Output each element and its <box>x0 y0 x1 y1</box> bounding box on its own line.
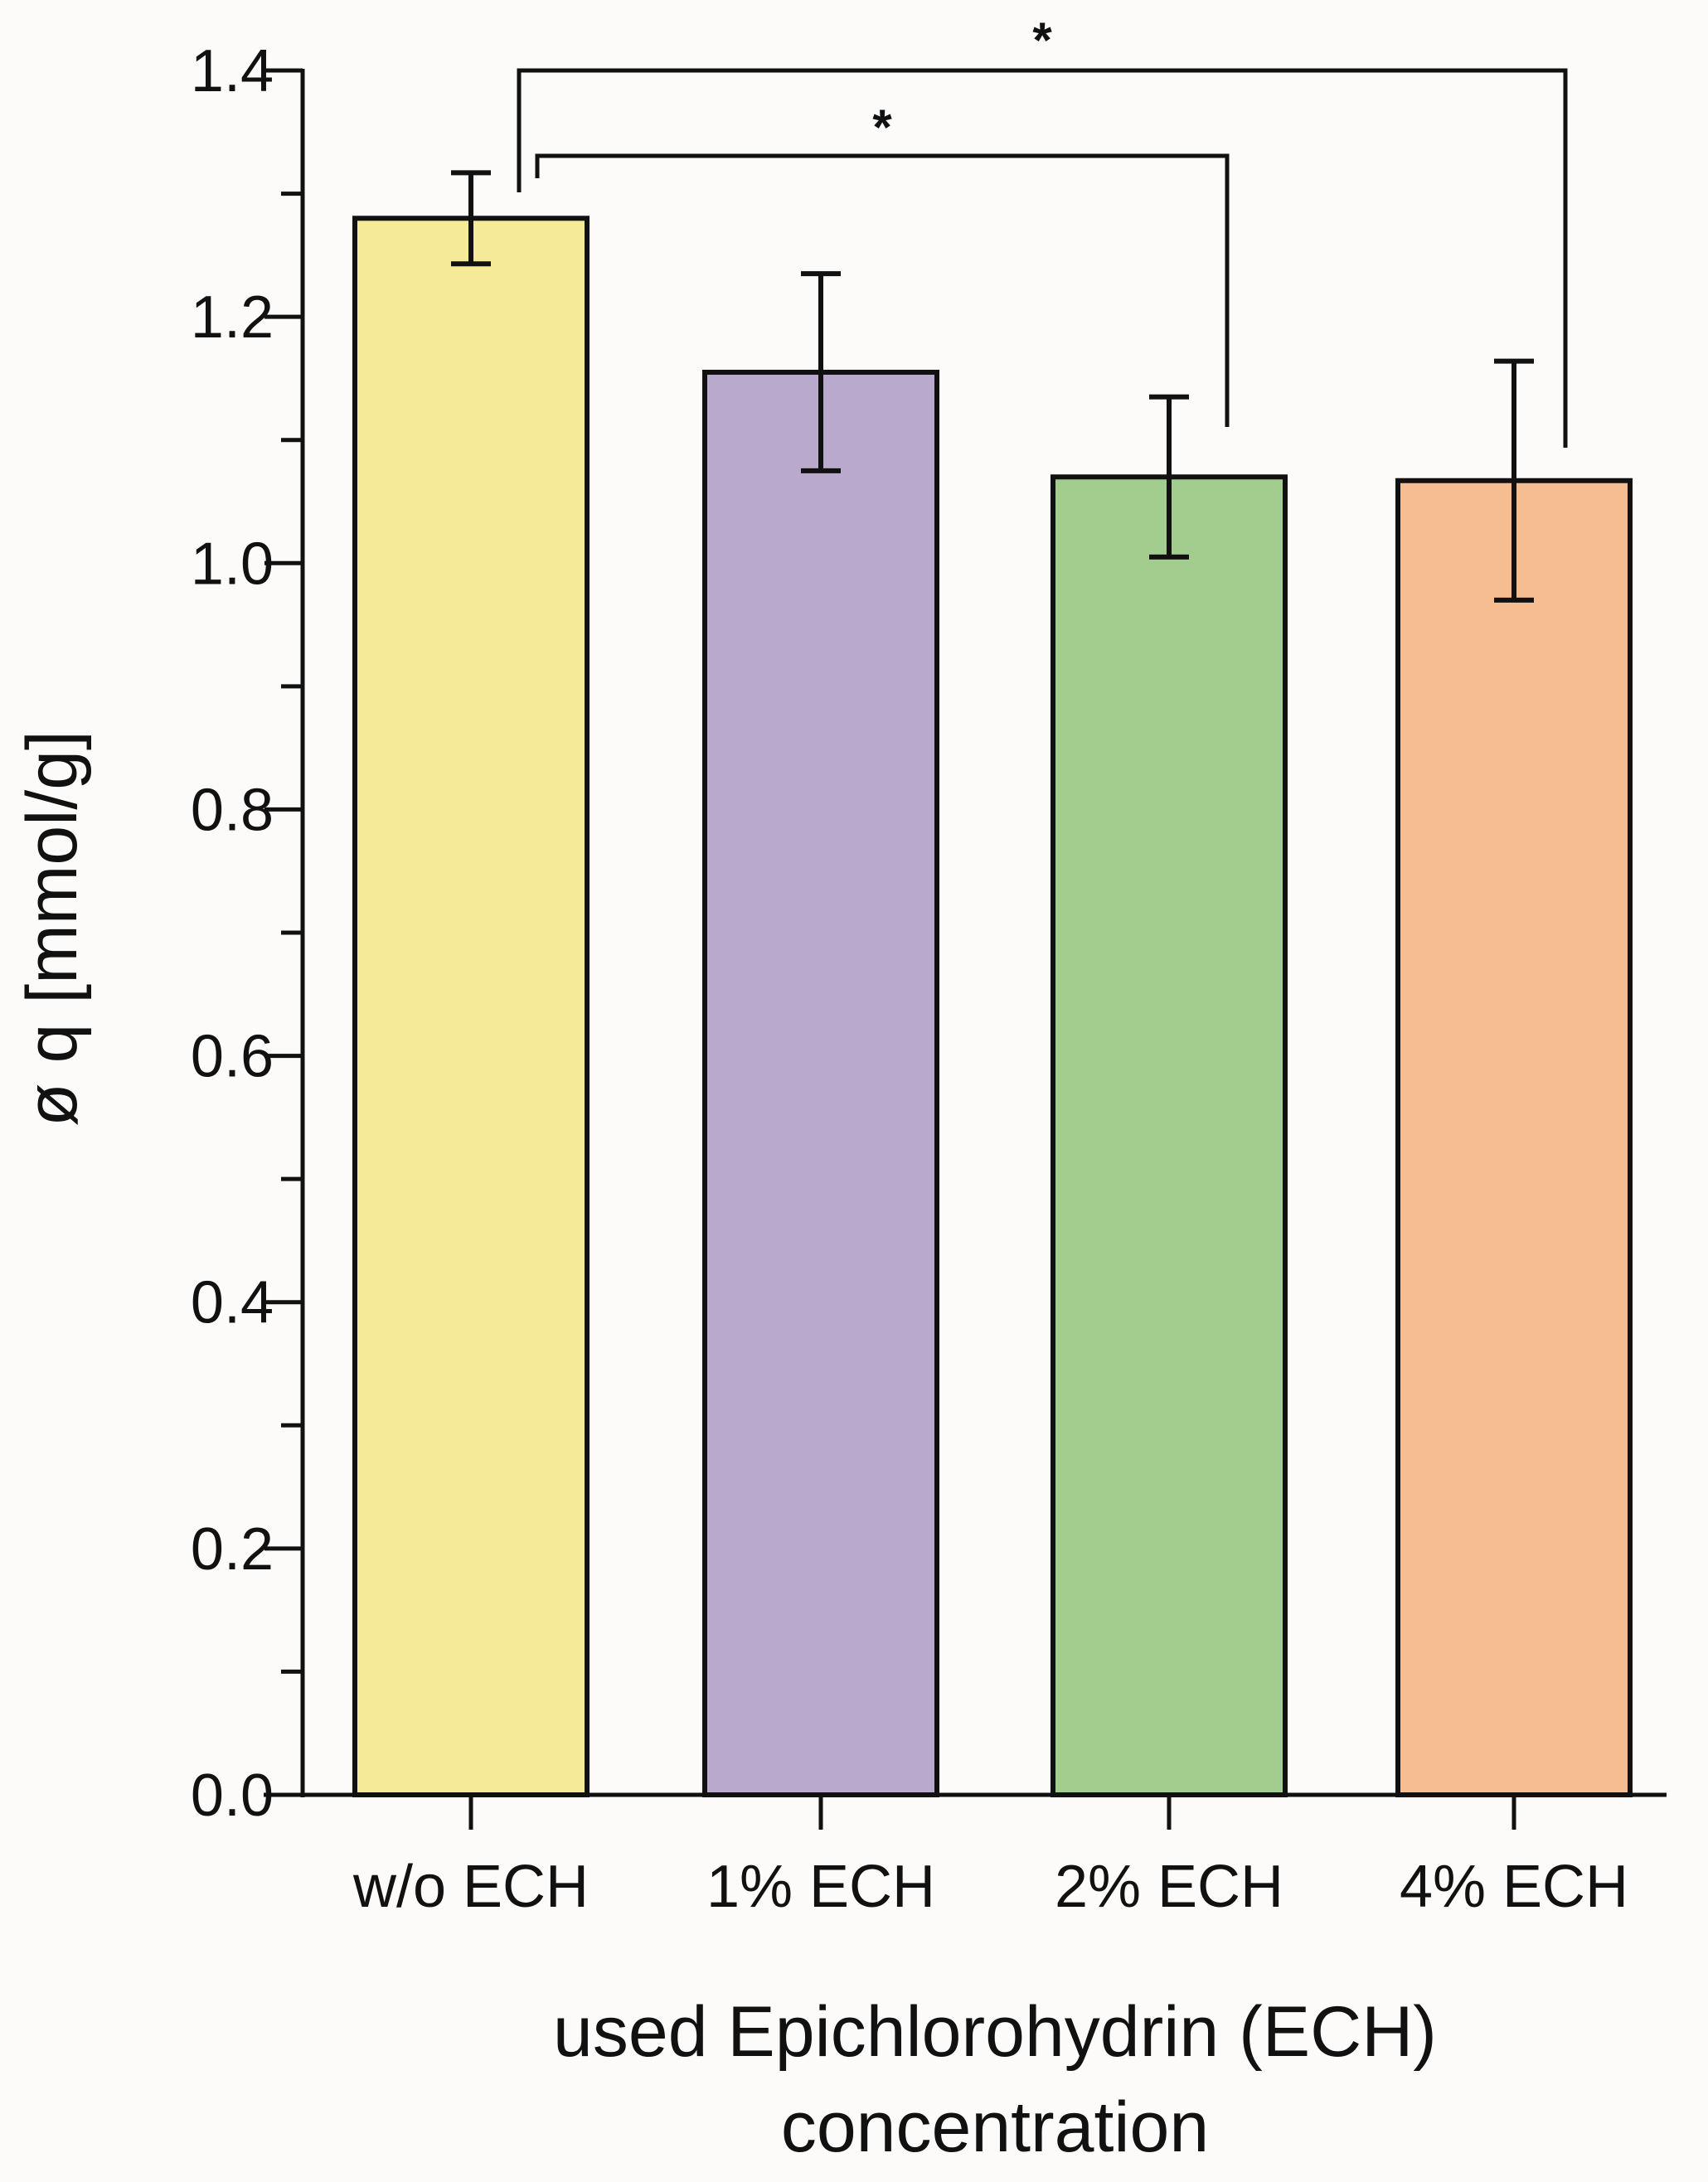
y-tick-label: 0.2 <box>191 1516 274 1583</box>
bar <box>1051 474 1288 1797</box>
plot-area <box>264 68 1667 1830</box>
x-category-label: 1% ECH <box>706 1854 935 1920</box>
significance-bracket <box>517 68 1568 448</box>
x-category-label: 2% ECH <box>1055 1854 1283 1920</box>
bar <box>702 370 939 1797</box>
y-tick-label: 1.2 <box>191 284 274 351</box>
y-tick-label: 1.4 <box>191 38 274 104</box>
x-category-label: w/o ECH <box>352 1854 589 1920</box>
significance-bracket <box>535 153 1230 427</box>
x-axis-title-line-2: concentration <box>781 2087 1209 2167</box>
y-tick-label: 0.8 <box>191 777 274 843</box>
y-tick-labels: 0.0 0.2 0.4 0.6 0.8 1.0 1.2 1.4 <box>191 38 274 1829</box>
y-axis-title: ø q [mmol/g] <box>12 730 92 1127</box>
y-tick-label: 0.6 <box>191 1024 274 1090</box>
bar <box>1395 478 1633 1798</box>
x-category-labels: w/o ECH 1% ECH 2% ECH 4% ECH <box>352 1854 1628 1920</box>
y-tick-label: 1.0 <box>191 531 274 597</box>
y-tick-label: 0.0 <box>191 1763 274 1829</box>
significance-star: * <box>872 99 892 155</box>
y-tick-label: 0.4 <box>191 1270 274 1336</box>
bar <box>352 216 590 1797</box>
significance-star: * <box>1032 12 1052 68</box>
x-category-label: 4% ECH <box>1400 1854 1628 1920</box>
x-axis-title-line-1: used Epichlorohydrin (ECH) <box>553 1992 1437 2072</box>
